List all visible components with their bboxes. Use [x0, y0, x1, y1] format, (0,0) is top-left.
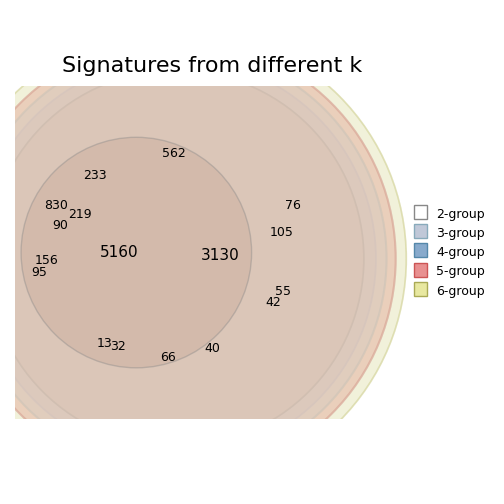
Circle shape [0, 48, 387, 469]
Text: 5160: 5160 [100, 245, 139, 260]
Text: 76: 76 [285, 199, 300, 212]
Title: Signatures from different k: Signatures from different k [62, 56, 362, 76]
Text: 66: 66 [160, 351, 176, 364]
Text: 32: 32 [110, 340, 126, 353]
Circle shape [0, 28, 406, 489]
Text: 90: 90 [52, 219, 69, 232]
Text: 105: 105 [270, 226, 294, 239]
Circle shape [0, 58, 376, 459]
Circle shape [0, 58, 376, 459]
Text: 40: 40 [204, 342, 220, 355]
Text: 233: 233 [84, 169, 107, 182]
Circle shape [0, 71, 364, 447]
Circle shape [0, 39, 396, 478]
Text: 219: 219 [69, 208, 92, 221]
Text: 55: 55 [276, 285, 291, 298]
Text: 13: 13 [97, 337, 112, 350]
Circle shape [0, 28, 406, 489]
Text: 3130: 3130 [201, 248, 239, 263]
Text: 42: 42 [265, 296, 281, 309]
Legend: 2-group, 3-group, 4-group, 5-group, 6-group: 2-group, 3-group, 4-group, 5-group, 6-gr… [409, 203, 490, 302]
Circle shape [0, 48, 387, 469]
Text: 562: 562 [162, 148, 186, 160]
Circle shape [0, 71, 364, 447]
Text: 156: 156 [35, 254, 59, 267]
Text: 95: 95 [31, 266, 47, 279]
Circle shape [0, 39, 396, 478]
Circle shape [21, 137, 251, 368]
Text: 830: 830 [44, 199, 68, 212]
